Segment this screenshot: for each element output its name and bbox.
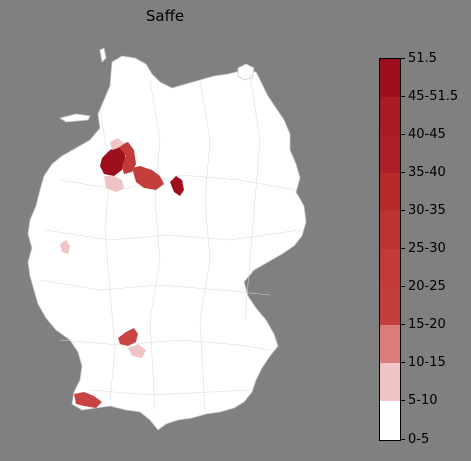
region-ulm	[118, 328, 138, 346]
district-borders	[39, 74, 301, 411]
legend-label: 20-25	[408, 279, 446, 294]
colorbar-segment	[380, 249, 400, 287]
colorbar-segment	[380, 173, 400, 211]
region-west	[60, 240, 70, 254]
colorbar-tick	[400, 210, 405, 211]
legend-label: 30-35	[408, 203, 446, 218]
region-braunschweig	[132, 166, 164, 190]
colorbar-segment	[380, 287, 400, 325]
legend-label: 15-20	[408, 317, 446, 332]
colorbar-tick	[400, 58, 405, 59]
colorbar-segment	[380, 59, 400, 97]
region-hannover-mid	[118, 142, 136, 174]
region-hannover-north	[110, 138, 124, 150]
legend-label: 25-30	[408, 241, 446, 256]
island-ruegen	[237, 63, 255, 81]
colorbar-segment	[380, 401, 400, 440]
island-frisian	[59, 113, 91, 123]
colorbar-segment	[380, 97, 400, 135]
colorbar-segment	[380, 135, 400, 173]
legend-label: 40-45	[408, 127, 446, 142]
colorbar-tick	[400, 134, 405, 135]
region-south-hannover	[104, 176, 124, 192]
legend-label: 45-51.5	[408, 89, 459, 104]
region-ulm-south	[128, 344, 146, 358]
region-magdeburg	[170, 176, 184, 196]
legend-label: 51.5	[408, 51, 437, 66]
colorbar	[379, 58, 401, 441]
colorbar-tick	[400, 286, 405, 287]
region-hannover-dark	[100, 146, 126, 176]
colorbar-tick	[400, 439, 405, 440]
colorbar-segment	[380, 363, 400, 401]
colorbar-tick	[400, 324, 405, 325]
colorbar-tick	[400, 400, 405, 401]
colorbar-tick	[400, 362, 405, 363]
legend-label: 0-5	[408, 432, 430, 447]
legend-label: 5-10	[408, 393, 438, 408]
legend-label: 35-40	[408, 165, 446, 180]
island-north	[99, 47, 107, 63]
germany-land	[27, 55, 307, 431]
region-freiburg	[74, 392, 102, 408]
colorbar-tick	[400, 248, 405, 249]
legend-label: 10-15	[408, 355, 446, 370]
colorbar-tick	[400, 96, 405, 97]
colorbar-segment	[380, 325, 400, 363]
map-title: Saffe	[145, 7, 185, 25]
colorbar-segment	[380, 211, 400, 249]
colorbar-tick	[400, 172, 405, 173]
